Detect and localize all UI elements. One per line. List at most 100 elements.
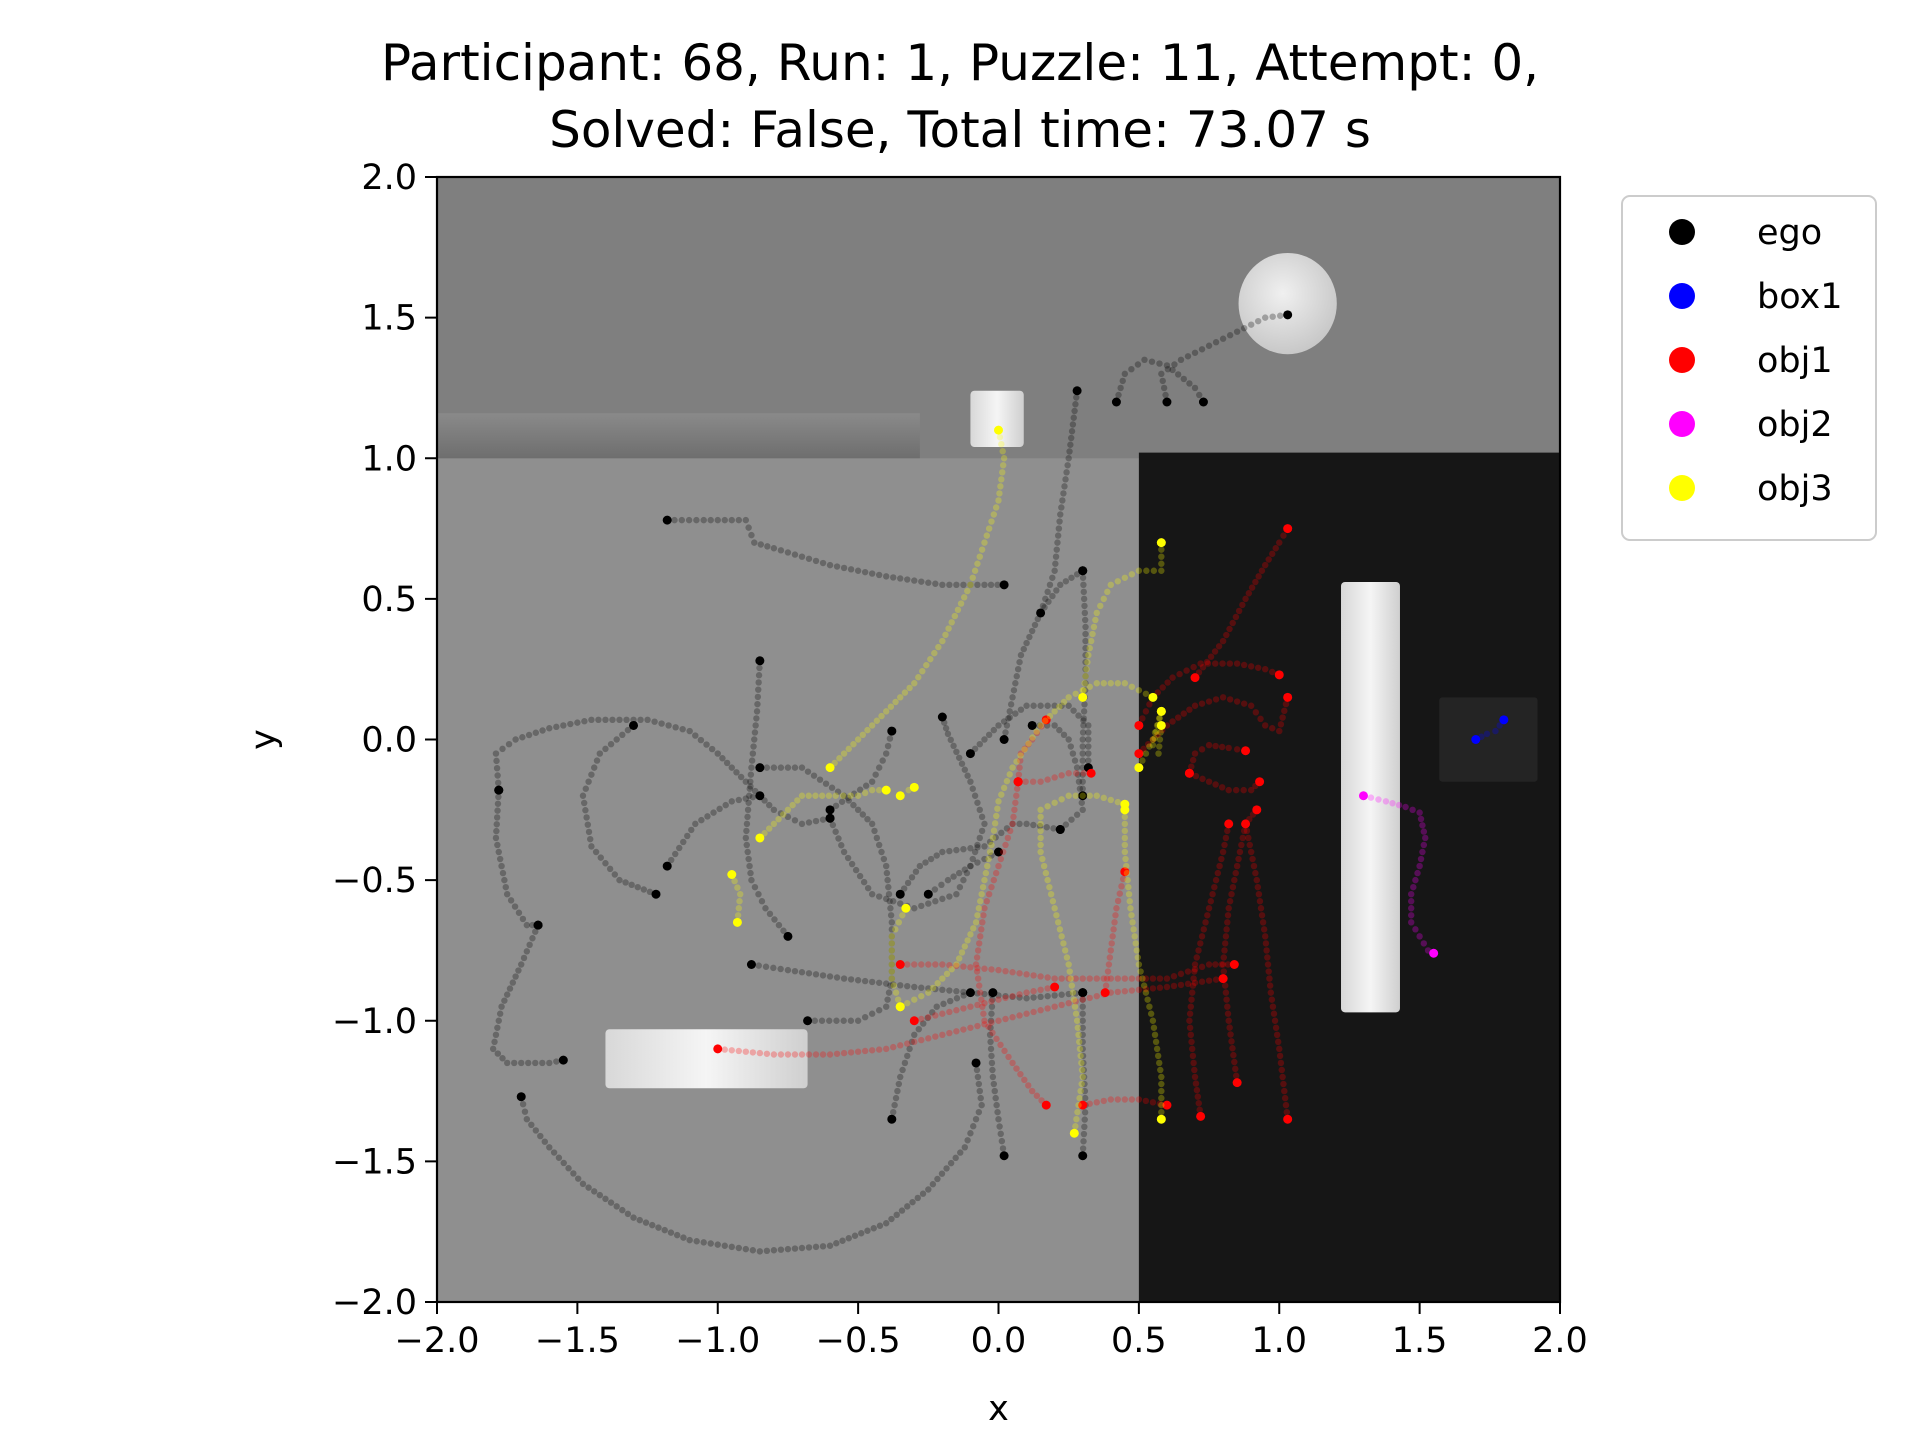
ego-point (1013, 673, 1020, 680)
ego-point (503, 890, 511, 898)
ego-point (1081, 1087, 1089, 1095)
ego-point (811, 1017, 819, 1024)
box1-point (1483, 730, 1491, 738)
obj1-endpoint (1274, 670, 1284, 680)
ego-point (932, 580, 939, 587)
ego-point (864, 815, 871, 823)
obj1-point (1212, 976, 1220, 983)
ego-point (495, 779, 502, 787)
obj1-point (1030, 988, 1037, 995)
ego-point (1002, 992, 1009, 1000)
ego-point (570, 1170, 577, 1177)
ego-endpoint (803, 1016, 813, 1026)
obj1-point (1225, 1017, 1232, 1024)
ego-point (946, 581, 953, 589)
ego-point (1071, 407, 1078, 415)
ego-point (958, 760, 966, 767)
ego-point (1082, 637, 1089, 645)
obj1-point (868, 1047, 876, 1054)
ego-point (946, 847, 953, 855)
obj1-point (1191, 961, 1199, 968)
obj1-point (983, 898, 991, 905)
obj3-point (1156, 714, 1163, 722)
ego-point (1085, 729, 1092, 736)
obj3-point (1067, 975, 1074, 982)
ego-point (1269, 313, 1276, 320)
ego-point (751, 883, 759, 891)
obj1-point (925, 1014, 932, 1021)
obj1-point (1247, 786, 1255, 794)
ego-point (986, 838, 994, 846)
obj3-point (1009, 764, 1016, 771)
ego-point (755, 679, 762, 686)
ego-point (1079, 771, 1086, 778)
obj3-point (812, 792, 819, 799)
obj1-point (1269, 1003, 1277, 1010)
obj3-point (1151, 729, 1159, 736)
obj1-endpoint (1190, 673, 1200, 683)
obj1-point (1100, 1097, 1107, 1105)
ego-point (1057, 511, 1064, 518)
obj1-point (1038, 723, 1045, 730)
obj1-point (1219, 694, 1227, 701)
ego-point (810, 772, 818, 779)
obj1-point (1017, 1070, 1024, 1078)
ego-point (1082, 630, 1089, 638)
obj1-point (1267, 989, 1275, 996)
obj1-point (1187, 1003, 1195, 1010)
ego-point (747, 778, 754, 785)
obj1-point (1195, 947, 1202, 954)
ego-point (714, 750, 721, 757)
obj3-point (888, 961, 896, 968)
obj3-point (850, 740, 857, 748)
ego-point (507, 897, 515, 904)
obj3-point (1131, 933, 1138, 940)
ego-point (974, 844, 981, 851)
obj1-point (1247, 663, 1255, 670)
ego-point (1036, 822, 1044, 830)
ego-point (777, 810, 785, 817)
obj2-point (1382, 798, 1390, 805)
ego-point (838, 798, 846, 805)
obj1-point (1269, 550, 1276, 558)
obj3-point (1146, 1003, 1153, 1010)
obj1-point (985, 1023, 992, 1030)
obj1-point (981, 1017, 988, 1024)
obj3-point (1158, 567, 1165, 574)
ego-point (985, 731, 993, 739)
ego-point (742, 778, 750, 785)
trajectory-points (489, 310, 1509, 1255)
ego-point (511, 903, 519, 910)
ego-endpoint (965, 988, 975, 998)
ego-point (721, 1242, 728, 1249)
obj3-point (977, 898, 984, 905)
ego-point (752, 722, 759, 729)
ego-point (822, 780, 830, 787)
ego-point (925, 1186, 932, 1193)
obj3-point (1123, 862, 1130, 870)
obj1-point (1222, 933, 1230, 940)
obj3-point (974, 560, 981, 567)
ego-point (619, 1206, 626, 1214)
ego-point (505, 740, 513, 748)
obj3-point (1072, 792, 1079, 799)
obj1-point (1223, 996, 1230, 1003)
obj1-point (1058, 975, 1065, 982)
obj1-endpoint (1050, 982, 1060, 992)
ego-endpoint (662, 515, 672, 525)
ego-point (791, 551, 799, 558)
obj1-point (1079, 975, 1086, 982)
ego-point (946, 987, 953, 994)
ego-endpoint (971, 1058, 981, 1068)
ego-point (998, 1137, 1006, 1145)
obj3-point (825, 792, 833, 799)
ego-point (1212, 339, 1220, 346)
ego-point (642, 1219, 650, 1226)
obj3-point (927, 655, 934, 663)
ego-point (597, 854, 604, 861)
obj3-point (887, 703, 895, 710)
obj1-point (1219, 848, 1227, 856)
ego-point (880, 855, 888, 863)
obj1-point (1221, 947, 1228, 954)
ego-point (1070, 707, 1077, 714)
